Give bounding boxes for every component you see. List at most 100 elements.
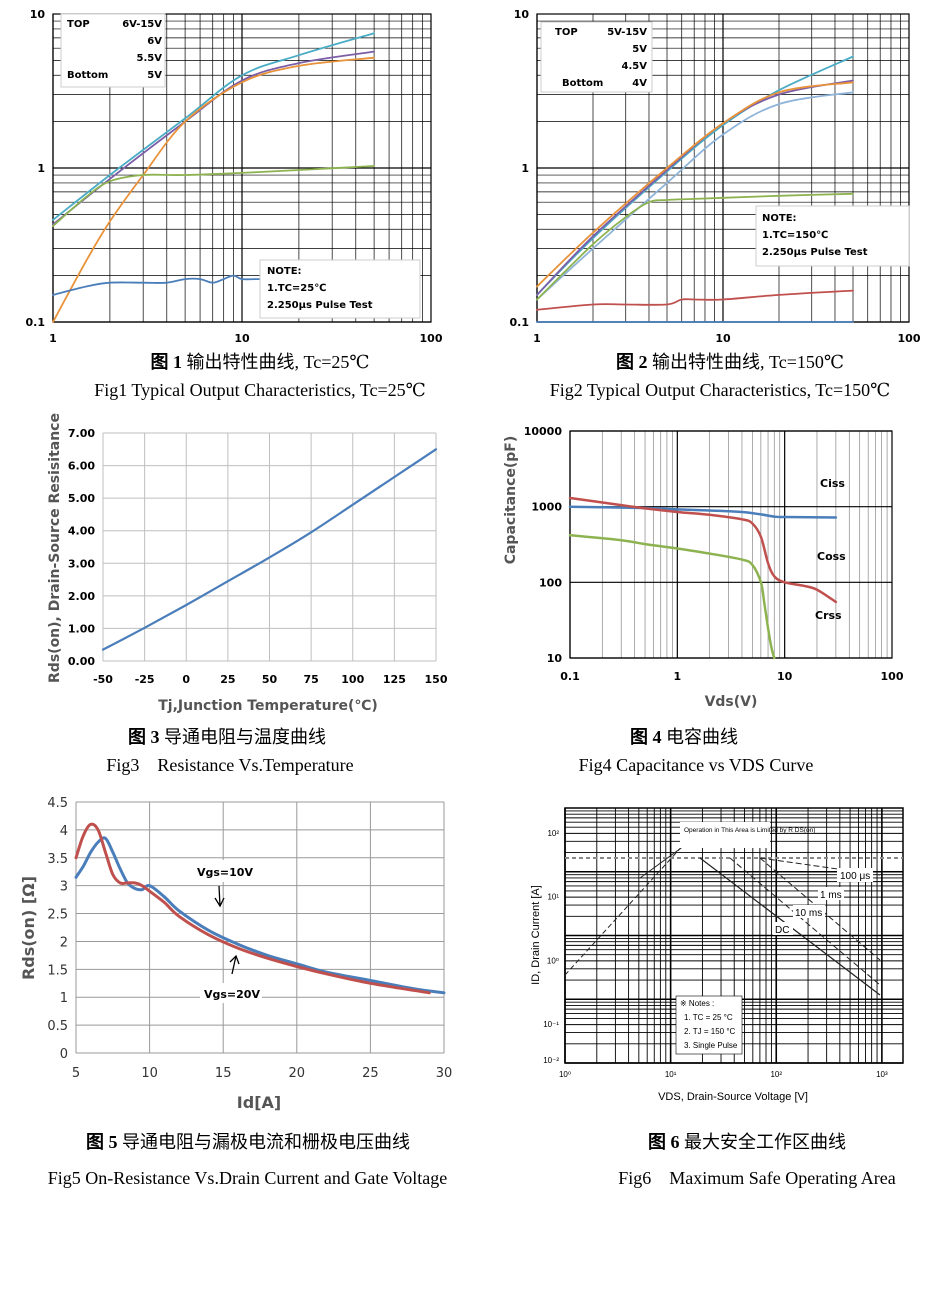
fig6-label-10ms: 10 ms xyxy=(795,908,822,919)
fig1-legend-bottom: Bottom xyxy=(67,70,108,81)
fig3-x-tick-0: -50 xyxy=(93,673,113,686)
fig5-y-tick-7: 3.5 xyxy=(47,852,68,867)
fig1-note: NOTE: 1.TC=25℃ 2.250μs Pulse Test xyxy=(259,259,421,319)
fig6-x-tick-2: 10² xyxy=(770,1070,782,1079)
fig6-limit-text: Operation in This Area is Limited by R D… xyxy=(684,827,815,834)
fig1-legend-entry-0: 6V-15V xyxy=(122,19,162,30)
fig1-note-line-1: 1.TC=25℃ xyxy=(267,283,326,294)
fig3-x-tick-2: 0 xyxy=(182,673,190,686)
fig1-legend-box xyxy=(60,13,166,88)
fig1-series-2 xyxy=(52,56,375,323)
fig2-caption-cn-text: 输出特性曲线, Tc=150℃ xyxy=(651,352,844,372)
fig5-x-tick-1: 10 xyxy=(141,1066,158,1081)
fig4-y-tick-2: 1000 xyxy=(531,501,562,514)
fig2-y-tick-1: 1 xyxy=(521,162,529,175)
fig4-x-axis-label: Vds(V) xyxy=(705,694,758,710)
fig6-1ms-bg xyxy=(818,887,844,900)
fig6-y-tick-2: 10⁰ xyxy=(547,956,559,965)
fig1-y-tick-0: 0.1 xyxy=(26,316,46,329)
fig4-label-coss: Coss xyxy=(817,550,846,563)
fig6-tick-labels: 10⁰ 10¹ 10² 10³ 10² 10¹ 10⁰ 10⁻¹ 10⁻² xyxy=(543,829,888,1079)
fig6-1ms-line xyxy=(759,857,881,961)
fig5-series-1 xyxy=(74,822,431,995)
fig1-note-box xyxy=(259,259,421,319)
fig3-y-tick-1: 1.00 xyxy=(68,622,95,635)
fig5-y-tick-6: 3 xyxy=(60,880,68,895)
fig2-legend-entry-3: 4V xyxy=(632,78,647,89)
fig5-annot-arrows xyxy=(214,885,240,975)
fig6-label-dc: DC xyxy=(775,925,789,936)
fig1-x-tick-2: 100 xyxy=(420,332,443,345)
fig1-legend-entry-1: 6V xyxy=(147,36,162,47)
fig2-series-4 xyxy=(536,192,854,301)
fig6-limit-pointer xyxy=(639,842,689,879)
fig4-x-tick-3: 100 xyxy=(881,670,904,683)
fig6-note-2: 2. TJ = 150 °C xyxy=(684,1027,736,1036)
fig3-caption-cn-text: 导通电阻与温度曲线 xyxy=(164,727,326,747)
fig3-x-tick-1: -25 xyxy=(135,673,155,686)
fig3-x-tick-8: 150 xyxy=(425,673,448,686)
fig5-arrowhead-10v xyxy=(214,897,225,908)
fig5-caption-en: Fig5 On-Resistance Vs.Drain Current and … xyxy=(47,1168,448,1188)
fig6-x-tick-0: 10⁰ xyxy=(559,1070,571,1079)
fig4-y-axis-label: Capacitance(pF) xyxy=(503,436,519,565)
fig4-y-tick-0: 10 xyxy=(547,652,563,665)
fig3-x-tick-6: 100 xyxy=(341,673,364,686)
fig2-note: NOTE: 1.TC=150℃ 2.250μs Pulse Test xyxy=(755,205,910,267)
fig2-legend-box xyxy=(540,21,653,93)
fig1-caption-cn-number: 图 1 xyxy=(150,352,182,372)
fig2-series-3 xyxy=(536,81,854,288)
fig3-y-tick-2: 2.00 xyxy=(68,590,95,603)
fig3-caption-cn: 图 3 导通电阻与温度曲线 xyxy=(27,723,427,749)
fig6-plot-frame xyxy=(564,807,904,1064)
fig6-chart: Operation in This Area is Limited by R D… xyxy=(530,807,904,1103)
fig3-y-axis-label: Rds(on), Drain-Source Resisitance xyxy=(47,413,63,683)
fig4-chart: 0.1 1 10 100 10 100 1000 10000 Vds(V) Capacitan… xyxy=(503,425,904,710)
fig6-y-tick-4: 10⁻² xyxy=(543,1056,559,1065)
fig2-x-tick-1: 10 xyxy=(715,332,731,345)
fig4-caption-cn-text: 电容曲线 xyxy=(666,727,738,747)
fig3-y-tick-7: 7.00 xyxy=(68,427,95,440)
fig5-x-axis-label: Id[A] xyxy=(237,1093,281,1112)
fig5-caption-cn: 图 5 导通电阻与漏极电流和栅极电压曲线 xyxy=(48,1128,448,1154)
fig4-label-crss: Crss xyxy=(815,609,842,622)
fig2-y-tick-2: 10 xyxy=(514,8,530,21)
fig1-y-tick-2: 10 xyxy=(30,8,46,21)
fig1-series-0 xyxy=(52,32,375,221)
fig5-caption-cn-number: 图 5 xyxy=(86,1132,118,1152)
fig2-series-group xyxy=(536,55,854,323)
fig2-caption-cn-number: 图 2 xyxy=(615,352,648,372)
fig6-y-tick-3: 10⁻¹ xyxy=(543,1020,559,1029)
fig2-note-box xyxy=(755,205,910,267)
fig5-y-axis-label: Rds(on) [Ω] xyxy=(19,876,38,980)
fig3-x-tick-5: 75 xyxy=(303,673,318,686)
fig5-x-tick-5: 30 xyxy=(436,1066,453,1081)
fig6-y-axis-label: ID, Drain Current [A] xyxy=(530,885,542,985)
fig1-note-line-2: 2.250μs Pulse Test xyxy=(267,300,373,311)
fig3-y-tick-3: 3.00 xyxy=(68,557,95,570)
fig1-legend-top: TOP xyxy=(67,19,90,30)
fig3-series-0 xyxy=(101,448,438,651)
fig2-y-tick-0: 0.1 xyxy=(510,316,530,329)
fig6-note-3: 3. Single Pulse xyxy=(684,1041,738,1050)
fig4-caption-cn: 图 4 电容曲线 xyxy=(484,723,884,749)
fig3-y-tick-0: 0.00 xyxy=(68,655,95,668)
fig5-annot-vgs20: Vgs=20V xyxy=(204,988,260,1001)
fig5-x-tick-4: 25 xyxy=(362,1066,379,1081)
fig2-legend-bottom: Bottom xyxy=(562,78,603,89)
fig5-x-tick-2: 15 xyxy=(215,1066,232,1081)
fig1-legend-entry-2: 5.5V xyxy=(137,53,163,64)
fig5-grid xyxy=(75,801,445,1054)
fig1-caption-cn: 图 1 输出特性曲线, Tc=25℃ xyxy=(60,348,460,374)
fig6-rds-limit-line xyxy=(564,841,687,976)
fig3-series-group xyxy=(101,448,438,651)
fig2-caption-cn: 图 2 输出特性曲线, Tc=150℃ xyxy=(530,348,930,374)
fig6-note-1: 1. TC = 25 °C xyxy=(684,1013,733,1022)
fig6-caption-en: Fig6 Maximum Safe Operating Area xyxy=(618,1168,896,1188)
fig2-note-line-1: 1.TC=150℃ xyxy=(762,230,828,241)
fig2-x-tick-0: 1 xyxy=(533,332,541,345)
fig4-grid xyxy=(569,430,892,659)
fig2-legend-top: TOP xyxy=(555,27,578,38)
